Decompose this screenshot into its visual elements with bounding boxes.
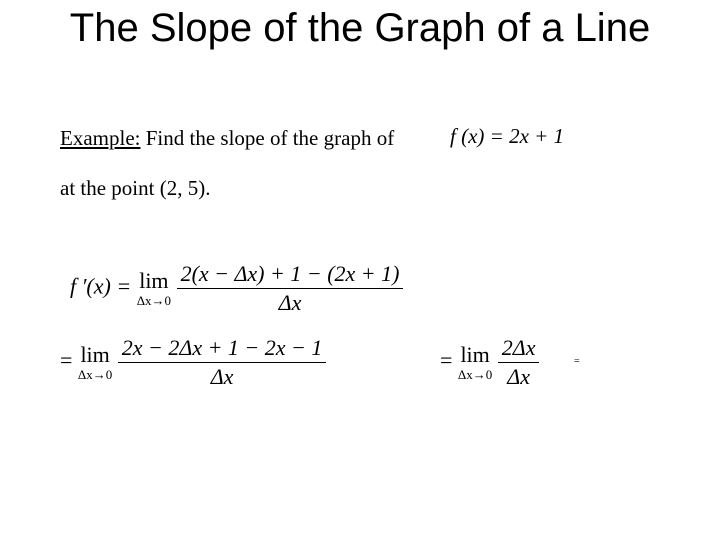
limit-2b: lim Δx→0 [458,344,492,381]
lim-sub-2b: Δx→0 [458,368,492,381]
derivation-line-2a: = lim Δx→0 2x − 2Δx + 1 − 2x − 1 Δx [60,336,326,389]
lim-sub-2a: Δx→0 [78,368,112,381]
derivation-line-1: f ′(x) = lim Δx→0 2(x − Δx) + 1 − (2x + … [70,262,403,315]
fraction-1: 2(x − Δx) + 1 − (2x + 1) Δx [177,262,404,315]
denominator-2a: Δx [118,363,327,389]
derivation-line-2b: = lim Δx→0 2Δx Δx [440,336,539,389]
lim-text: lim [137,270,171,292]
limit-1: lim Δx→0 [137,270,171,307]
equals-2a: = [60,348,72,373]
denominator-1: Δx [177,289,404,315]
numerator-1: 2(x − Δx) + 1 − (2x + 1) [177,262,404,289]
lhs: f ′(x) = [70,274,131,299]
fx-text: f (x) = 2x + 1 [450,124,564,148]
example-prompt: Find the slope of the graph of [140,126,394,150]
lim-sub: Δx→0 [137,294,171,307]
fraction-2a: 2x − 2Δx + 1 − 2x − 1 Δx [118,336,327,389]
equals-2b: = [440,348,452,373]
slide: The Slope of the Graph of a Line Example… [0,0,720,540]
trailing-equals: = [574,356,580,367]
at-point-text: at the point (2, 5). [60,176,210,201]
lim-text-2a: lim [78,344,112,366]
example-label: Example: [60,126,140,150]
numerator-2b: 2Δx [498,336,540,363]
page-title: The Slope of the Graph of a Line [0,6,720,50]
fx-equation: f (x) = 2x + 1 [450,124,564,149]
denominator-2b: Δx [498,363,540,389]
fraction-2b: 2Δx Δx [498,336,540,389]
lim-text-2b: lim [458,344,492,366]
numerator-2a: 2x − 2Δx + 1 − 2x − 1 [118,336,327,363]
example-line: Example: Find the slope of the graph of [60,126,660,151]
limit-2a: lim Δx→0 [78,344,112,381]
